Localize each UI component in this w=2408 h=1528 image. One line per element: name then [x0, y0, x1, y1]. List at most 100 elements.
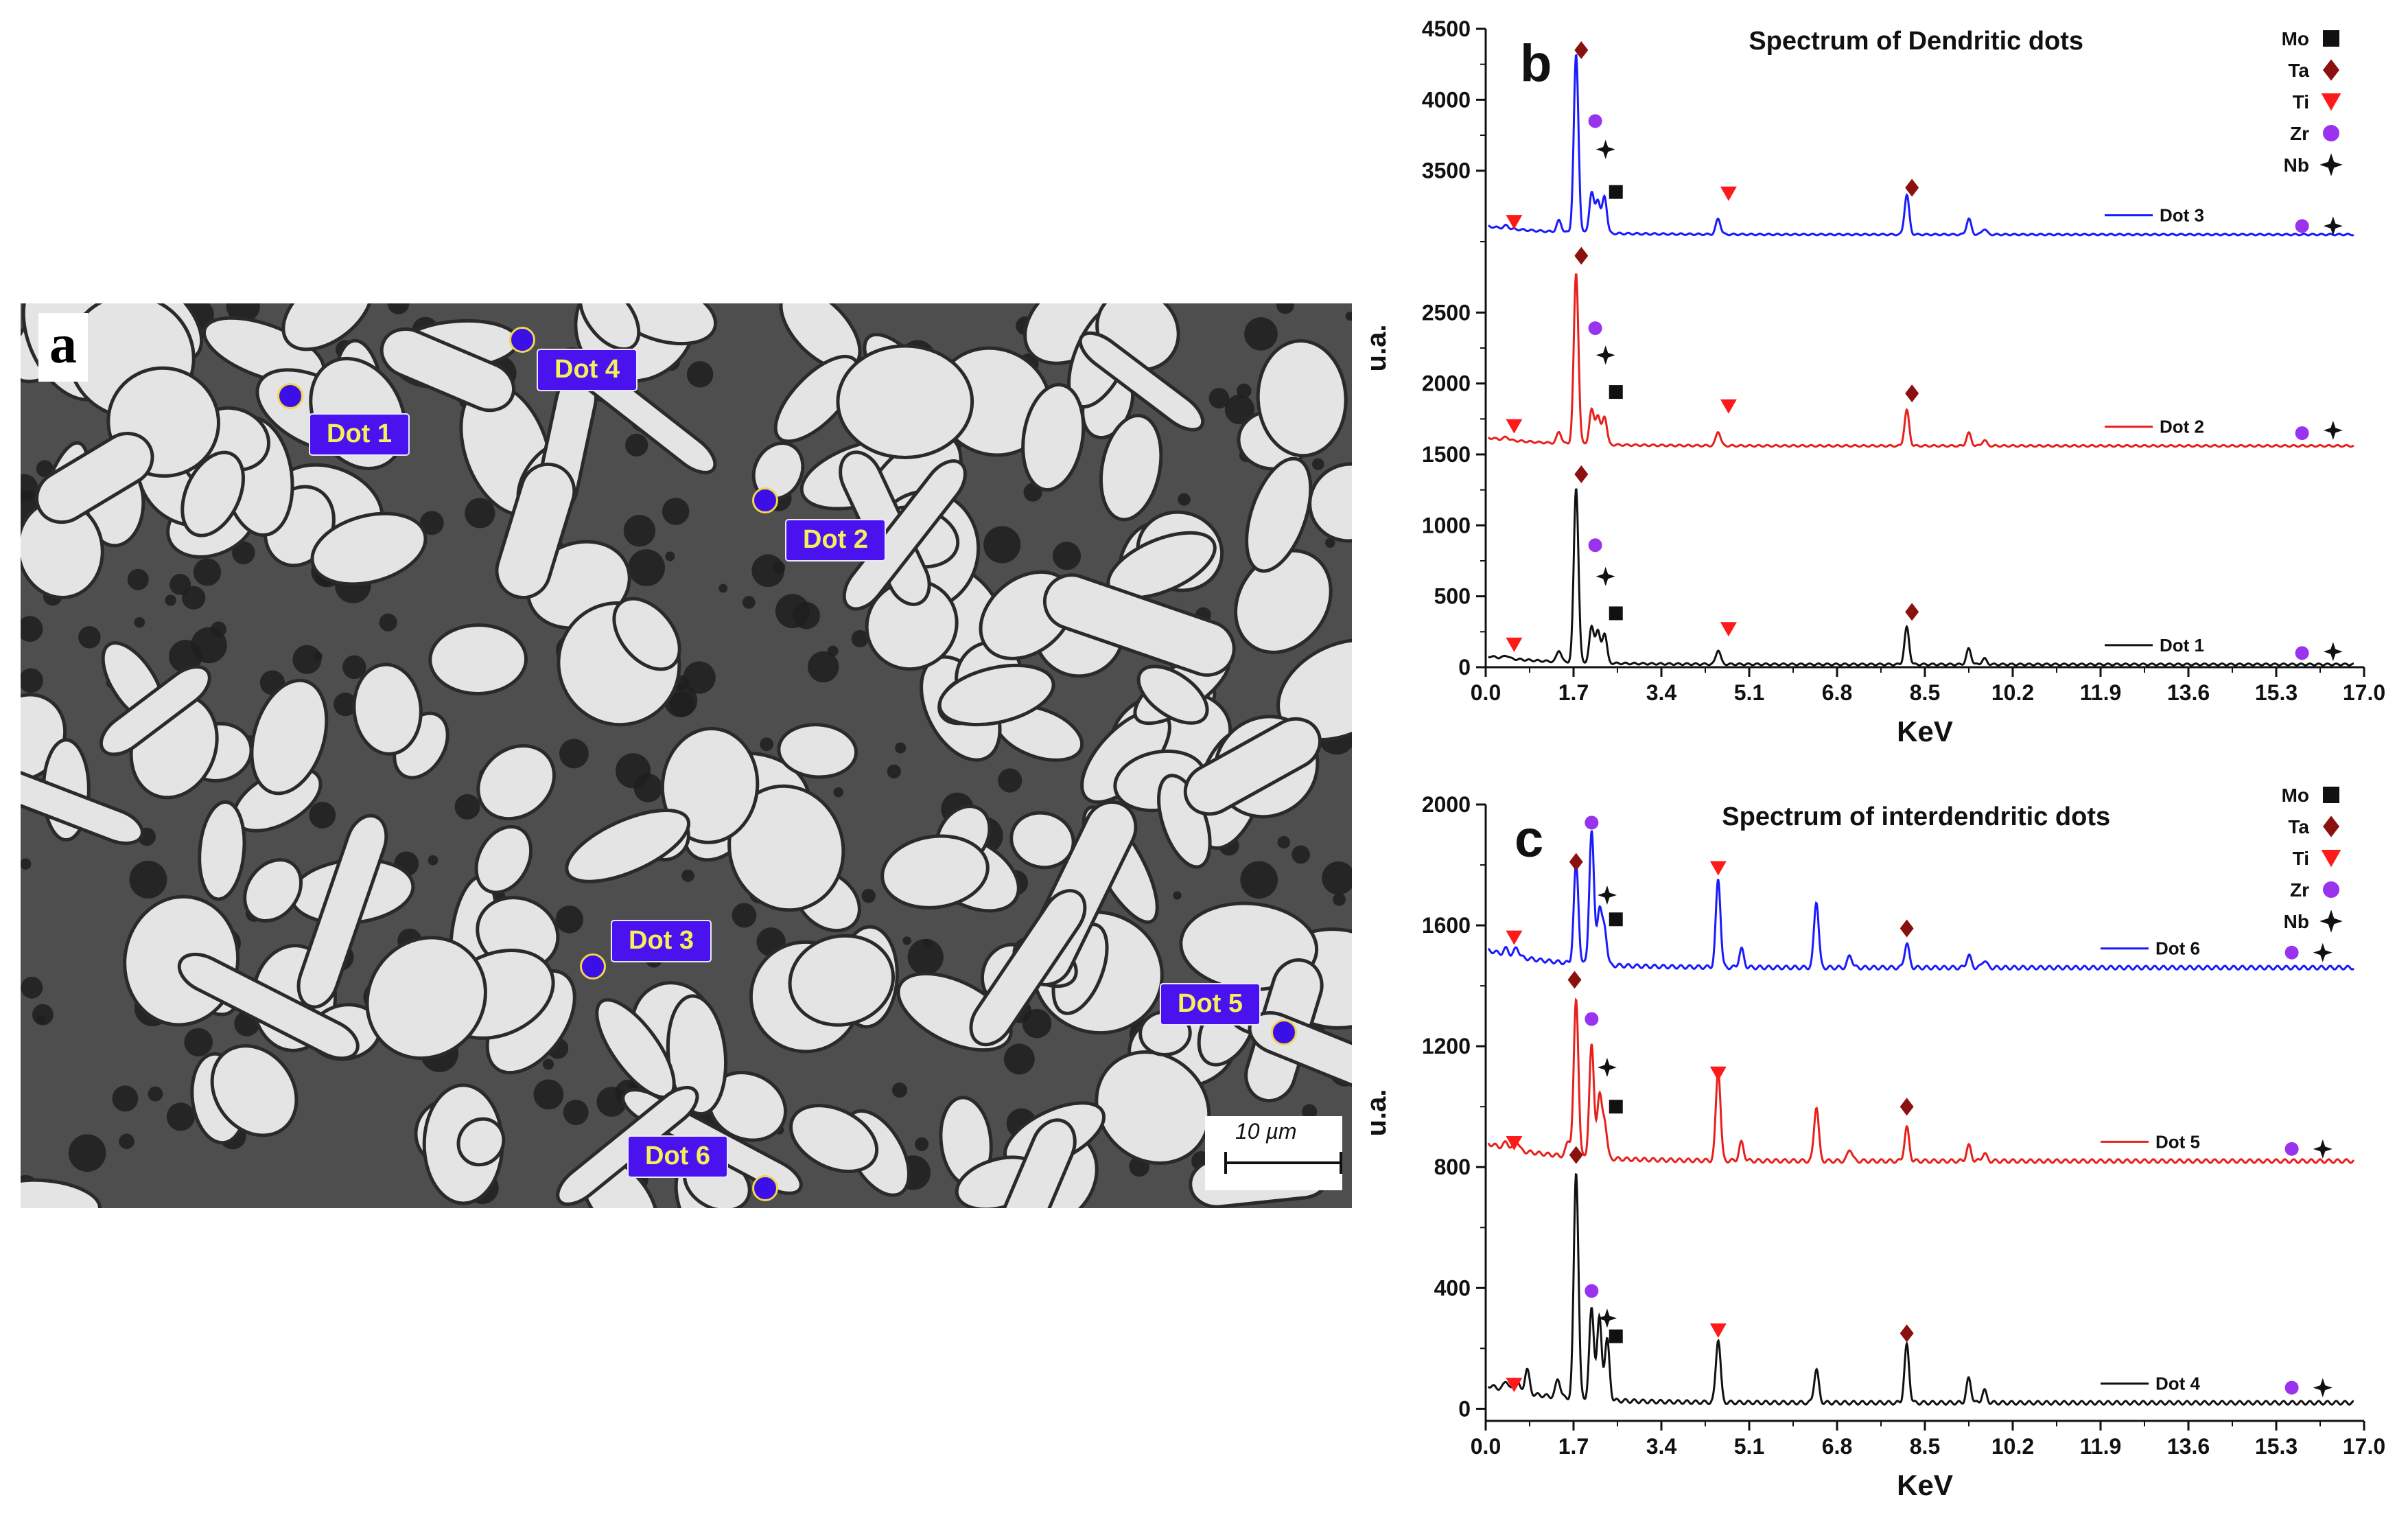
sem-dark-phase [166, 1102, 195, 1131]
legend-element-label: Nb [2284, 911, 2309, 932]
sem-dark-phase [1173, 891, 1182, 900]
peak-marker-zr [2284, 1380, 2299, 1395]
peak-marker-ti [1720, 622, 1737, 637]
sem-dark-phase [21, 616, 43, 643]
sem-dendrite-arm [296, 813, 388, 1009]
sem-dark-phase [1003, 1043, 1035, 1075]
sem-dendrite [281, 303, 374, 351]
sem-dendrite [578, 303, 641, 351]
series-line-dot-2 [1487, 273, 2354, 448]
sem-dendrite-arm [969, 889, 1087, 1047]
sem-dark-phase [808, 651, 839, 683]
dot-1-label: Dot 1 [309, 413, 410, 456]
sem-dendrite [198, 800, 246, 901]
legend-symbol-nb [2319, 910, 2343, 933]
sem-dark-phase [210, 621, 227, 638]
legend-symbol-ti [2321, 93, 2341, 111]
sem-dark-phase [309, 801, 336, 829]
panel-letter-b: b [1520, 34, 1552, 93]
peak-marker-zr [1588, 321, 1602, 336]
peak-marker-nb [2313, 942, 2333, 962]
y-tick-label: 0 [1458, 655, 1471, 680]
peak-marker-zr [1585, 1012, 1599, 1026]
peak-marker-ti [1720, 399, 1737, 414]
x-tick-label: 5.1 [1734, 1434, 1764, 1459]
sem-dark-phase [21, 976, 43, 999]
sem-dark-phase [665, 551, 675, 562]
sem-dark-phase [182, 586, 206, 610]
sem-dark-phase [292, 645, 322, 674]
sem-dendrite-arm [842, 459, 967, 611]
peak-marker-mo [1609, 912, 1623, 927]
dot-5-marker [1271, 1019, 1297, 1045]
peak-marker-zr [1588, 538, 1602, 553]
x-tick-label: 1.7 [1558, 680, 1589, 705]
y-tick-label: 2500 [1422, 300, 1471, 325]
sem-dendrite [660, 726, 760, 844]
sem-dendrite [727, 784, 845, 912]
sem-dark-phase [775, 594, 810, 629]
sem-dendrite [352, 662, 423, 756]
y-axis-label: u.a. [1361, 1089, 1392, 1137]
y-tick-label: 4500 [1422, 16, 1471, 41]
peak-marker-nb [2323, 420, 2343, 440]
peak-marker-ti [1709, 861, 1727, 876]
sem-dark-phase [1312, 458, 1324, 470]
sem-dendrite [773, 354, 861, 443]
peak-marker-zr [1588, 114, 1602, 128]
sem-dendrite [250, 678, 329, 796]
sem-dark-phase [465, 498, 495, 529]
dot-4-label: Dot 4 [537, 349, 638, 391]
peak-marker-nb [1597, 1057, 1617, 1077]
sem-dendrite-arm [379, 327, 515, 413]
peak-marker-zr [2284, 945, 2299, 960]
sem-dark-phase [1178, 493, 1191, 506]
sem-dark-phase [670, 691, 695, 717]
sem-dendrite [937, 663, 1055, 727]
sem-dark-phase [119, 1133, 135, 1150]
legend-symbol-mo [2323, 787, 2339, 803]
dot-2-label: Dot 2 [785, 519, 886, 562]
sem-dark-phase [127, 568, 149, 590]
series-legend-label: Dot 4 [2155, 1374, 2201, 1394]
sem-dark-phase [1302, 1104, 1318, 1120]
x-tick-label: 15.3 [2255, 680, 2298, 705]
sem-dark-phase [625, 433, 648, 456]
legend-symbol-nb [2319, 153, 2343, 176]
sem-dark-phase [148, 1086, 163, 1102]
sem-dark-phase [36, 1015, 46, 1024]
peak-marker-mo [1609, 185, 1623, 199]
legend-symbol-ta [2323, 815, 2339, 837]
sem-dark-phase [454, 794, 480, 820]
sem-dendrite [788, 934, 896, 1027]
sem-dendrite [180, 450, 245, 537]
peak-marker-zr [2295, 219, 2309, 233]
dot-3-marker [580, 953, 606, 980]
dot-4-marker [509, 327, 535, 353]
y-tick-label: 3500 [1422, 159, 1471, 183]
x-tick-label: 0.0 [1471, 680, 1501, 705]
sem-dark-phase [542, 1058, 554, 1070]
sem-dark-phase [772, 561, 786, 575]
legend-element-label: Nb [2284, 154, 2309, 176]
sem-dendrite [1245, 456, 1313, 573]
sem-dark-phase [833, 787, 843, 798]
sem-dark-phase [379, 613, 397, 632]
sem-dark-phase [1224, 394, 1255, 425]
dot-1-marker [277, 383, 303, 409]
sem-dark-phase [851, 629, 869, 648]
sem-dendrite [1256, 339, 1348, 458]
peak-marker-ti [1506, 1378, 1523, 1393]
panel-letter-a: a [38, 313, 88, 382]
sem-dark-phase [1325, 537, 1335, 548]
x-tick-label: 11.9 [2080, 1434, 2122, 1459]
series-legend-label: Dot 6 [2155, 938, 2200, 959]
legend-element-label: Zr [2290, 123, 2309, 144]
scale-bar-label: 10 µm [1235, 1119, 1297, 1144]
series-legend-label: Dot 5 [2155, 1131, 2200, 1152]
sem-dendrite [428, 623, 528, 695]
x-tick-label: 8.5 [1910, 1434, 1940, 1459]
sem-dendrite-arm [977, 1118, 1077, 1208]
sem-dark-phase [21, 858, 32, 870]
peak-marker-mo [1609, 1100, 1623, 1114]
